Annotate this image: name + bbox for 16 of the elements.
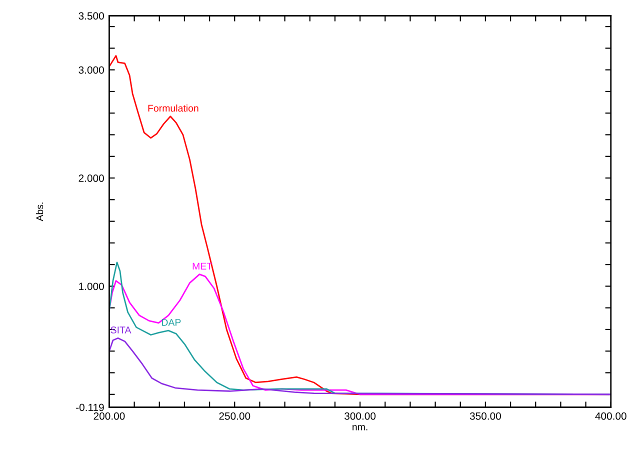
x-axis-title: nm.	[352, 425, 368, 430]
series-label: Formulation	[148, 104, 198, 112]
x-tick-label: 400.00	[595, 412, 626, 420]
y-tick-label: 2.000	[78, 174, 104, 182]
y-tick-label: 3.000	[78, 66, 104, 74]
x-tick-label: 300.00	[344, 412, 376, 420]
x-tick-label: 200.00	[94, 412, 125, 420]
y-tick-label: -0.119	[76, 404, 104, 412]
y-tick-label: 3.500	[78, 12, 104, 20]
y-axis-title: Abs.	[36, 202, 44, 222]
series-label: SITA	[110, 326, 132, 334]
series-label: DAP	[162, 319, 181, 326]
x-tick-label: 250.00	[219, 412, 250, 420]
x-tick-label: 350.00	[470, 412, 501, 420]
y-tick-label: 1.000	[79, 282, 104, 290]
line-series	[109, 337, 611, 396]
